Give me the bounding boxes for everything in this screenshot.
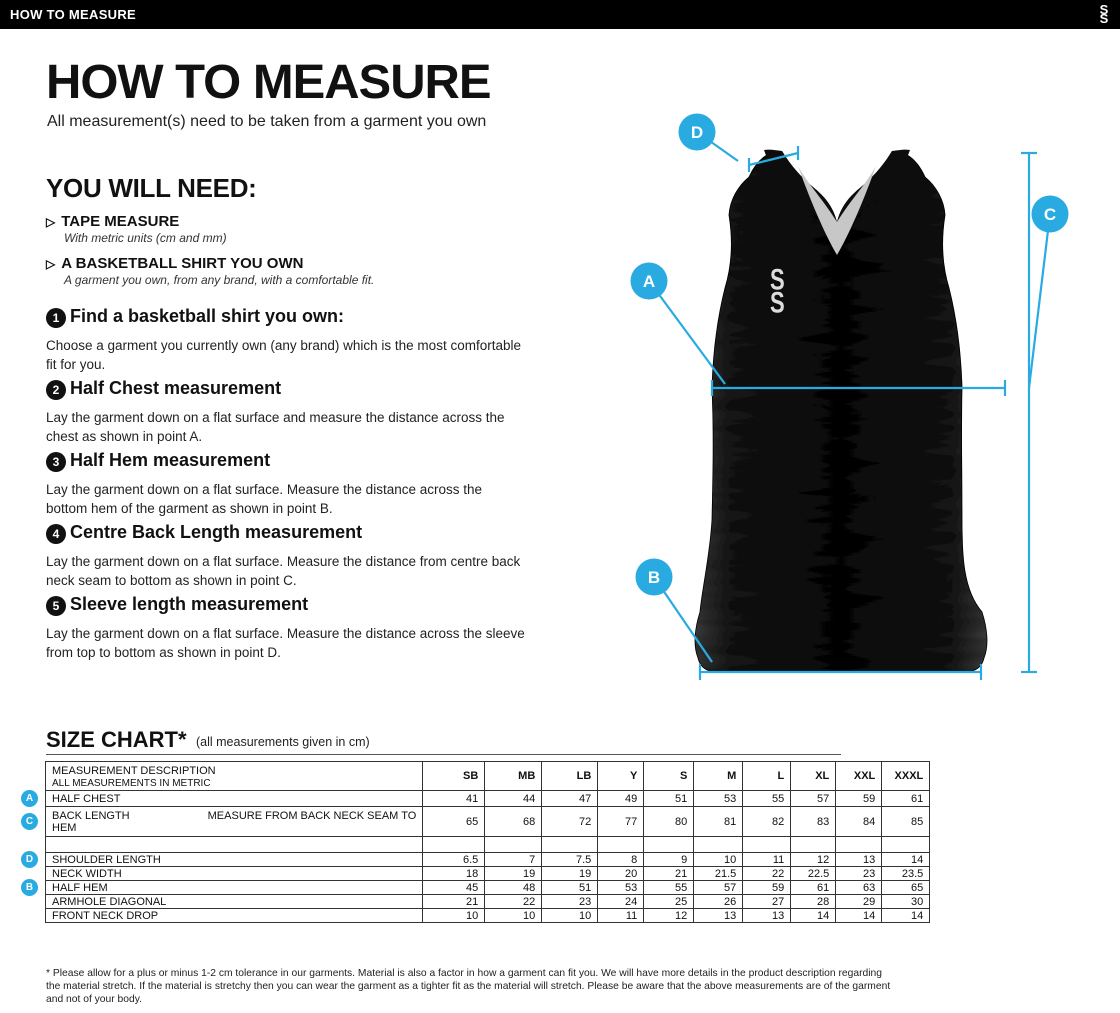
- svg-text:D: D: [691, 123, 703, 142]
- svg-text:S: S: [770, 285, 785, 319]
- svg-text:C: C: [1044, 205, 1056, 224]
- svg-text:A: A: [643, 272, 655, 291]
- svg-text:B: B: [648, 568, 660, 587]
